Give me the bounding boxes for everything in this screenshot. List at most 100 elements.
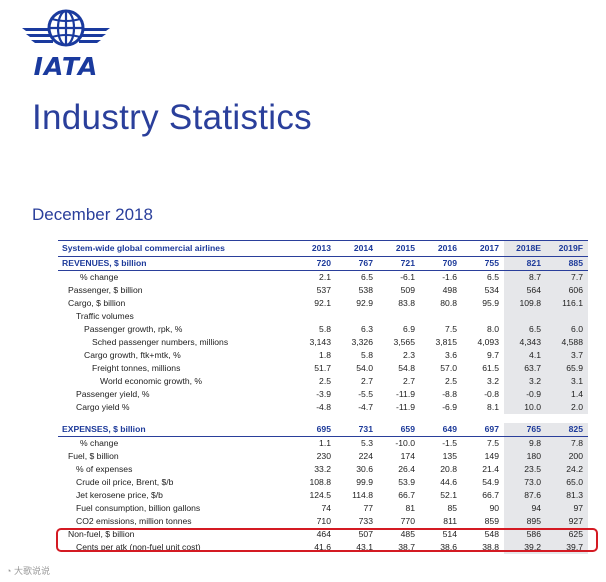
value-cell: 720 — [316, 258, 331, 268]
table-row: Passenger yield, % -3.9 -5.5 -11.9 -8.8 -0.8-… — [58, 388, 588, 401]
value-cell: 51.7 — [314, 363, 331, 373]
value-cell: 895 — [504, 515, 546, 528]
table-row: Cargo growth, ftk+mtk, % 1.8 5.8 2.3 3.6 9.7 4… — [58, 349, 588, 362]
value-cell: 95.9 — [482, 298, 499, 308]
table-row: Jet kerosene price, $/b 124.5 114.8 66.7 52.… — [58, 489, 588, 502]
row-label: Cargo, $ billion — [68, 298, 126, 308]
table-row: % change 1.1 5.3 -10.0 -1.5 7.5 9.8 7.8 — [58, 436, 588, 450]
value-cell: -8.8 — [442, 389, 457, 399]
value-cell: 21.4 — [482, 464, 499, 474]
value-cell: 534 — [484, 285, 499, 295]
value-cell: 38.6 — [440, 542, 457, 552]
value-cell: 4.1 — [504, 349, 546, 362]
value-cell: 8.1 — [487, 402, 499, 412]
value-cell: 63.7 — [504, 362, 546, 375]
table-row: Freight tonnes, millions 51.7 54.0 54.8 57.0… — [58, 362, 588, 375]
value-cell: 7.8 — [546, 436, 588, 450]
value-cell: 649 — [442, 424, 457, 434]
value-cell: 1.8 — [319, 350, 331, 360]
value-cell: 485 — [400, 529, 415, 539]
value-cell: 731 — [358, 424, 373, 434]
value-cell: 87.6 — [504, 489, 546, 502]
value-cell: -0.8 — [484, 389, 499, 399]
value-cell: 695 — [316, 424, 331, 434]
value-cell: 538 — [358, 285, 373, 295]
table-body: REVENUES, $ billion 720 767 721 709 755 821 885… — [58, 256, 588, 554]
page-title: Industry Statistics — [32, 98, 312, 137]
value-cell: 765 — [504, 423, 546, 437]
value-cell: 10.0 — [504, 401, 546, 414]
value-cell: 38.7 — [398, 542, 415, 552]
row-label: Freight tonnes, millions — [92, 363, 181, 373]
row-label: % change — [80, 272, 119, 282]
value-cell: 4,588 — [546, 336, 588, 349]
value-cell: 65.9 — [546, 362, 588, 375]
value-cell: 927 — [546, 515, 588, 528]
watermark: ◔ 大歌说说 — [4, 564, 52, 577]
value-cell: 509 — [400, 285, 415, 295]
year-header: 2018E — [504, 240, 546, 257]
value-cell: 3.2 — [504, 375, 546, 388]
value-cell — [378, 310, 420, 323]
value-cell: 733 — [358, 516, 373, 526]
value-cell — [504, 310, 546, 323]
table-row: Traffic volumes — [58, 310, 588, 323]
value-cell: -4.7 — [358, 402, 373, 412]
value-cell: 709 — [442, 258, 457, 268]
watermark-icon: ◔ — [6, 566, 12, 576]
value-cell: 114.8 — [352, 490, 373, 500]
row-label: Fuel, $ billion — [68, 451, 119, 461]
value-cell: 52.1 — [440, 490, 457, 500]
value-cell: 721 — [400, 258, 415, 268]
year-header: 2019F — [546, 240, 588, 257]
value-cell: 85 — [447, 503, 457, 513]
value-cell: 6.5 — [504, 323, 546, 336]
value-cell: 39.7 — [546, 541, 588, 554]
year-header: 2014 — [353, 243, 373, 253]
value-cell: -0.9 — [504, 388, 546, 401]
logo-text: IATA — [33, 52, 99, 81]
year-header: 2017 — [479, 243, 499, 253]
value-cell: 3,143 — [309, 337, 331, 347]
value-cell: 1.1 — [319, 438, 331, 448]
value-cell: 53.9 — [398, 477, 415, 487]
value-cell: 4,343 — [504, 336, 546, 349]
value-cell: 659 — [400, 424, 415, 434]
iata-logo: IATA — [18, 6, 114, 81]
table-row: Crude oil price, Brent, $/b 108.8 99.9 53.9… — [58, 476, 588, 489]
value-cell: 80.8 — [440, 298, 457, 308]
value-cell: 230 — [316, 451, 331, 461]
value-cell: -1.6 — [442, 272, 457, 282]
value-cell: 39.2 — [504, 541, 546, 554]
spacer-cell — [58, 414, 588, 423]
value-cell: 6.5 — [487, 272, 499, 282]
table-row: CO2 emissions, million tonnes 710 733 770 81… — [58, 515, 588, 528]
report-date: December 2018 — [32, 205, 153, 224]
value-cell: 24.2 — [546, 463, 588, 476]
table-header-label: System-wide global commercial airlines — [62, 243, 225, 253]
value-cell: 54.9 — [482, 477, 499, 487]
value-cell: 537 — [316, 285, 331, 295]
value-cell: 41.6 — [314, 542, 331, 552]
row-label: Passenger yield, % — [76, 389, 150, 399]
value-cell: 44.6 — [440, 477, 457, 487]
value-cell: 3,815 — [435, 337, 457, 347]
year-header: 2015 — [395, 243, 415, 253]
value-cell: 224 — [358, 451, 373, 461]
table-spacer-row — [58, 414, 588, 423]
value-cell: 2.0 — [546, 401, 588, 414]
row-label: Cents per atk (non-fuel unit cost) — [76, 542, 201, 552]
value-cell: 3.7 — [546, 349, 588, 362]
value-cell: 3,565 — [393, 337, 415, 347]
table-row: % of expenses 33.2 30.6 26.4 20.8 21.4 23.5 24.… — [58, 463, 588, 476]
value-cell: 66.7 — [398, 490, 415, 500]
value-cell: -4.8 — [316, 402, 331, 412]
value-cell: 6.0 — [546, 323, 588, 336]
value-cell: -3.9 — [316, 389, 331, 399]
value-cell: 23.5 — [504, 463, 546, 476]
globe-wings-icon — [22, 9, 110, 47]
value-cell: 90 — [489, 503, 499, 513]
value-cell: -11.9 — [396, 402, 415, 412]
value-cell: 2.5 — [319, 376, 331, 386]
value-cell: 9.7 — [487, 350, 499, 360]
